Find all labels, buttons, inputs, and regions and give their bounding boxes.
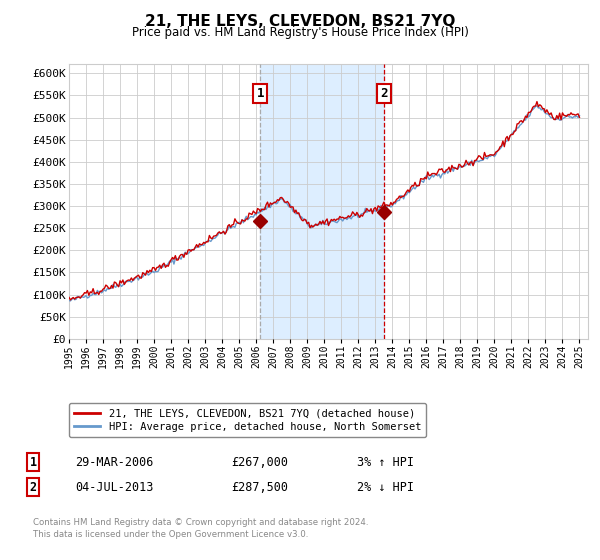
Text: 1: 1 (257, 87, 264, 100)
Text: 2% ↓ HPI: 2% ↓ HPI (357, 480, 414, 494)
Text: 04-JUL-2013: 04-JUL-2013 (75, 480, 154, 494)
Text: Contains HM Land Registry data © Crown copyright and database right 2024.
This d: Contains HM Land Registry data © Crown c… (33, 518, 368, 539)
Bar (260, 64, 384, 339)
Text: £287,500: £287,500 (231, 480, 288, 494)
Text: 2: 2 (380, 87, 388, 100)
Text: 1: 1 (29, 455, 37, 469)
Text: 29-MAR-2006: 29-MAR-2006 (75, 455, 154, 469)
Text: £267,000: £267,000 (231, 455, 288, 469)
Text: 2: 2 (29, 480, 37, 494)
Text: Price paid vs. HM Land Registry's House Price Index (HPI): Price paid vs. HM Land Registry's House … (131, 26, 469, 39)
Text: 21, THE LEYS, CLEVEDON, BS21 7YQ: 21, THE LEYS, CLEVEDON, BS21 7YQ (145, 14, 455, 29)
Legend: 21, THE LEYS, CLEVEDON, BS21 7YQ (detached house), HPI: Average price, detached : 21, THE LEYS, CLEVEDON, BS21 7YQ (detach… (69, 403, 427, 437)
Text: 3% ↑ HPI: 3% ↑ HPI (357, 455, 414, 469)
